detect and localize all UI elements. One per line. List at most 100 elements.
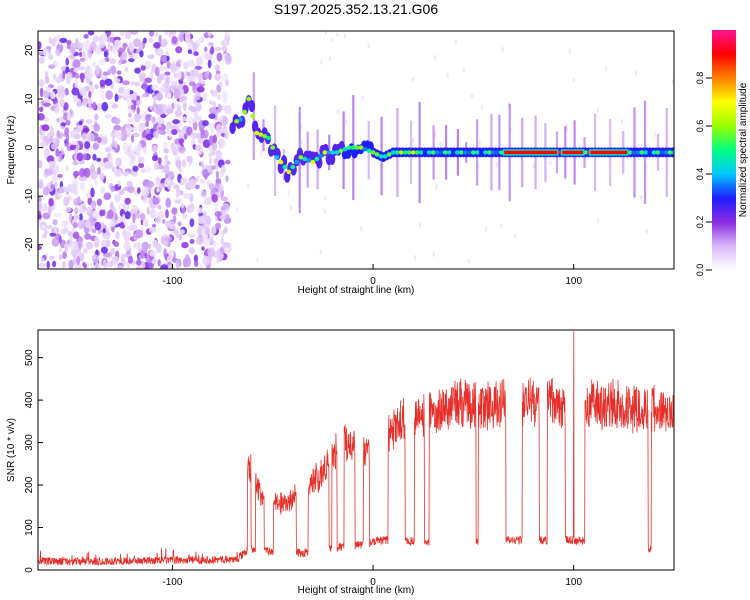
heatmap-noise-cell [52, 260, 57, 268]
heatmap-noise-cell [107, 209, 114, 220]
heatmap-y-tick-label: -20 [24, 237, 35, 252]
heatmap-noise-cell [104, 78, 113, 87]
heatmap-noise-cell [129, 47, 134, 53]
heatmap-ridge-core [306, 158, 312, 163]
heatmap-noise-cell [137, 142, 142, 151]
heatmap-x-tick-label: 0 [370, 276, 376, 287]
heatmap-noise-cell [53, 182, 58, 187]
heatmap-noise-cell [38, 51, 44, 56]
heatmap-ridge-core [430, 150, 436, 155]
heatmap-noise-cell [50, 143, 58, 150]
heatmap-noise-cell [151, 144, 158, 153]
heatmap-ridge-core [651, 150, 657, 155]
heatmap-ridge-core [483, 150, 488, 155]
heatmap-faint-cell [467, 258, 470, 264]
heatmap-cells [38, 31, 674, 269]
heatmap-noise-cell [110, 247, 115, 255]
heatmap-faint-cell [514, 233, 517, 239]
heatmap-ridge-core [479, 150, 484, 155]
heatmap-noise-cell [85, 119, 93, 125]
heatmap-noise-cell [42, 91, 50, 99]
heatmap-noise-cell [186, 155, 191, 163]
heatmap-noise-cell [62, 71, 66, 79]
heatmap-noise-cell [171, 80, 176, 86]
heatmap-noise-cell [73, 67, 79, 73]
heatmap-noise-cell [84, 233, 92, 240]
heatmap-noise-cell [157, 204, 162, 210]
heatmap-noise-cell [138, 72, 146, 79]
heatmap-ridge-core [442, 150, 448, 155]
heatmap-ridge-core [262, 134, 268, 139]
heatmap-noise-cell [196, 86, 205, 93]
heatmap-noise-cell [82, 262, 86, 267]
heatmap-noise-cell [158, 87, 163, 94]
heatmap-y-ticks: -20 -10 0 10 20 [24, 44, 43, 252]
heatmap-noise-cell [38, 245, 42, 251]
heatmap-noise-cell [171, 36, 178, 45]
heatmap-noise-cell [74, 79, 79, 90]
heatmap-noise-cell [211, 123, 215, 133]
heatmap-noise-cell [173, 214, 177, 224]
heatmap-noise-cell [202, 92, 208, 102]
heatmap-noise-cell [113, 117, 121, 125]
heatmap-noise-cell [122, 42, 126, 52]
heatmap-noise-cell [196, 175, 200, 181]
heatmap-noise-cell [102, 228, 106, 234]
heatmap-noise-cell [94, 113, 99, 121]
heatmap-ridge-core [274, 155, 280, 160]
heatmap-ridge-core [631, 150, 637, 155]
heatmap-noise-cell [81, 132, 88, 140]
heatmap-noise-cell [87, 31, 95, 36]
heatmap-ridge-core [627, 150, 633, 155]
heatmap-noise-cell [148, 37, 153, 43]
heatmap-noise-cell [181, 116, 187, 122]
heatmap-noise-cell [127, 117, 134, 124]
heatmap-noise-cell [66, 43, 72, 50]
heatmap-noise-cell [90, 187, 95, 198]
heatmap-x-ticks: -100 0 100 [162, 264, 582, 287]
heatmap-noise-cell [96, 157, 102, 162]
heatmap-faint-cell [446, 72, 449, 78]
heatmap-faint-cell [501, 46, 504, 52]
heatmap-ridge-core [446, 150, 452, 155]
heatmap-noise-cell [103, 258, 107, 269]
heatmap-noise-cell [117, 180, 121, 187]
heatmap-noise-cell [88, 90, 92, 99]
heatmap-noise-cell [127, 255, 134, 264]
heatmap-ridge-core [667, 150, 673, 155]
heatmap-noise-cell [144, 77, 152, 84]
heatmap-noise-cell [94, 263, 99, 269]
heatmap-noise-cell [69, 241, 76, 250]
heatmap-noise-cell [81, 98, 88, 106]
heatmap-ridge-core [402, 150, 408, 155]
heatmap-noise-cell [92, 35, 100, 43]
heatmap-noise-cell [174, 199, 181, 204]
heatmap-noise-cell [216, 94, 221, 101]
heatmap-ridge-core [414, 150, 420, 155]
heatmap-strong-segment [502, 149, 559, 156]
heatmap-noise-cell [215, 149, 222, 160]
heatmap-noise-cell [218, 81, 224, 87]
heatmap-noise-cell [57, 173, 63, 178]
snr-x-label: Height of straight line (km) [298, 585, 415, 596]
heatmap-noise-cell [72, 59, 81, 68]
snr-y-tick-label: 200 [24, 476, 35, 493]
heatmap-ridge-core [491, 150, 496, 155]
heatmap-noise-cell [116, 70, 122, 75]
heatmap-noise-cell [43, 102, 51, 107]
heatmap-noise-cell [150, 116, 156, 123]
heatmap-noise-cell [45, 76, 50, 84]
heatmap-noise-cell [205, 228, 211, 235]
heatmap-noise-cell [183, 133, 188, 140]
heatmap-noise-cell [48, 64, 56, 70]
heatmap-noise-cell [91, 254, 100, 264]
heatmap-noise-cell [224, 104, 232, 115]
heatmap-noise-cell [215, 170, 219, 180]
heatmap-noise-cell [219, 210, 226, 219]
heatmap-noise-cell [205, 52, 212, 61]
heatmap-noise-cell [39, 87, 44, 98]
heatmap-noise-cell [213, 111, 219, 121]
heatmap-noise-cell [202, 168, 209, 178]
heatmap-noise-cell [183, 61, 189, 70]
colorbar-tick-label: 0.2 [695, 216, 705, 229]
